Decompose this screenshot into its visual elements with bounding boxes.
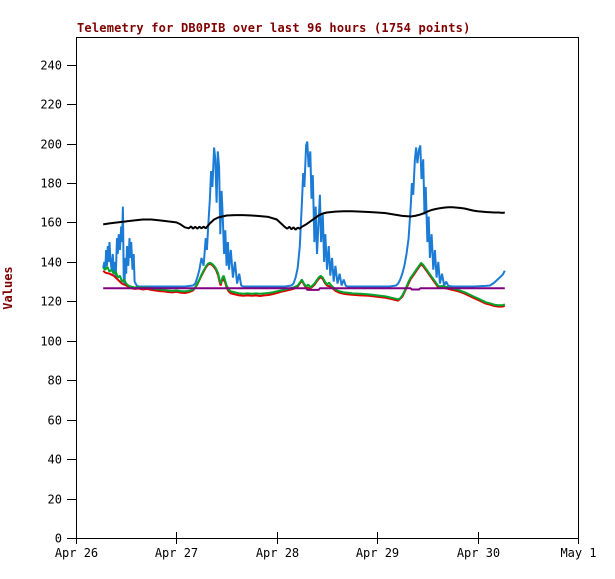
y-tick-label: 220: [40, 98, 62, 112]
x-tick-label: Apr 26: [55, 546, 98, 560]
x-tick-label: Apr 30: [457, 546, 500, 560]
y-tick-label: 140: [40, 256, 62, 270]
series-green-line: [102, 261, 506, 307]
chart-title: Telemetry for DB0PIB over last 96 hours …: [77, 21, 471, 35]
plot-border: [76, 37, 579, 539]
y-tick-label: 100: [40, 335, 62, 349]
x-tick-label: Apr 27: [155, 546, 198, 560]
x-tick-label: Apr 28: [256, 546, 299, 560]
x-tick-label: Apr 29: [356, 546, 399, 560]
y-tick-label: 180: [40, 177, 62, 191]
y-tick-label: 200: [40, 138, 62, 152]
x-tick-label: May 1: [560, 546, 596, 560]
y-axis-title: Values: [1, 266, 15, 310]
y-tick-label: 160: [40, 216, 62, 230]
series-blue-line: [102, 141, 506, 288]
y-tick-label: 20: [48, 493, 62, 507]
y-tick-label: 240: [40, 59, 62, 73]
y-tick-label: 40: [48, 453, 62, 467]
y-tick-label: 80: [48, 374, 62, 388]
series-black-line: [103, 206, 505, 231]
y-tick-label: 120: [40, 295, 62, 309]
y-tick-label: 60: [48, 414, 62, 428]
series-purple-line: [103, 287, 505, 291]
y-tick-label: 0: [55, 532, 62, 546]
